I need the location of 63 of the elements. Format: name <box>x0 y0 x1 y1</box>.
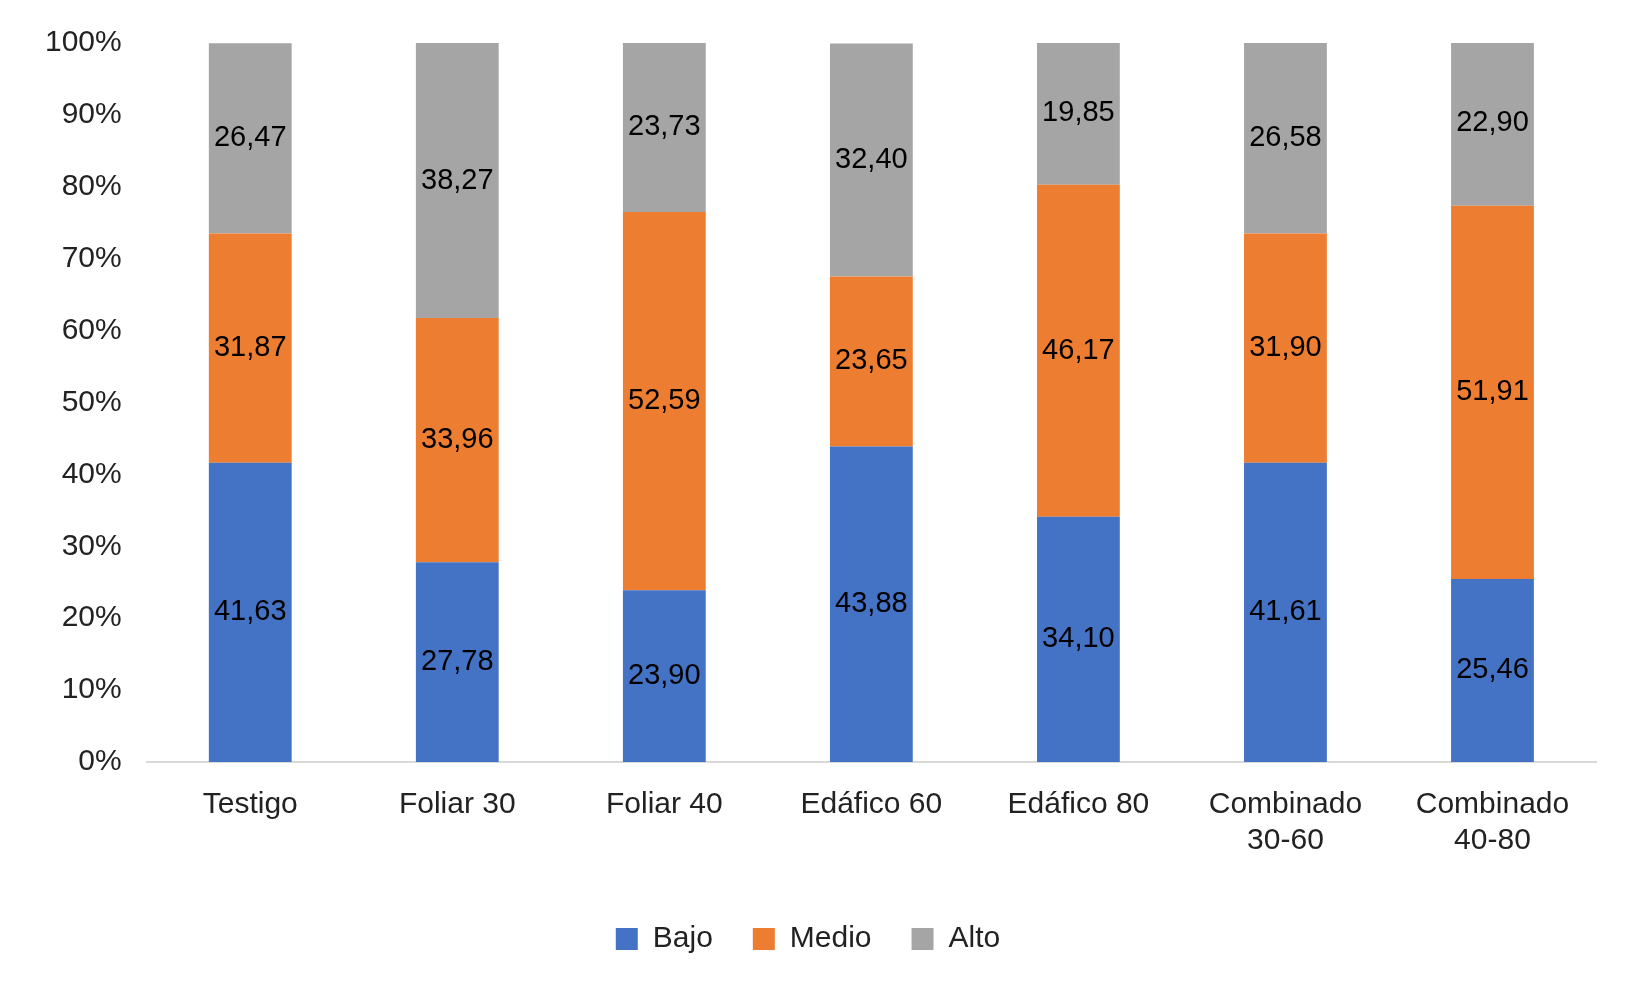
bar <box>208 233 292 463</box>
x-tick-label: Combinado 40-80 <box>1415 786 1570 856</box>
x-tick-label: Testigo <box>202 786 298 820</box>
y-tick-label: 30% <box>61 527 122 561</box>
bar <box>622 43 706 213</box>
bar <box>1451 205 1534 579</box>
data-label: 23,65 <box>835 343 908 376</box>
data-label: 32,40 <box>835 141 908 174</box>
bar <box>208 43 292 234</box>
legend-label: Bajo <box>652 920 713 954</box>
data-label: 46,17 <box>1042 332 1115 365</box>
bar <box>1036 516 1120 762</box>
bar <box>1244 233 1327 463</box>
y-tick-label: 60% <box>61 311 122 345</box>
data-label: 33,96 <box>421 422 494 455</box>
data-label: 23,73 <box>628 108 701 141</box>
bar <box>829 276 913 447</box>
y-tick-label: 10% <box>61 671 122 705</box>
data-label: 27,78 <box>421 644 494 677</box>
bar <box>1244 462 1327 762</box>
y-tick-label: 0% <box>78 743 122 777</box>
data-label: 34,10 <box>1042 621 1115 654</box>
data-label: 26,58 <box>1249 119 1322 152</box>
data-label: 41,63 <box>213 594 287 627</box>
data-label: 22,90 <box>1456 105 1529 138</box>
data-label: 52,59 <box>628 383 701 416</box>
x-tick-label: Combinado 30-60 <box>1208 786 1363 856</box>
y-tick-label: 80% <box>61 168 122 202</box>
bar <box>415 318 499 563</box>
data-label: 43,88 <box>835 586 908 619</box>
bar <box>415 43 499 319</box>
legend-label: Alto <box>948 920 1001 954</box>
data-label: 31,90 <box>1249 330 1322 363</box>
data-label: 51,91 <box>1456 374 1529 407</box>
data-label: 38,27 <box>421 162 494 195</box>
x-tick-label: Edáfico 60 <box>800 786 943 820</box>
y-tick-label: 90% <box>61 96 122 130</box>
bar <box>1036 43 1120 185</box>
bar <box>829 43 913 277</box>
data-label: 23,90 <box>628 658 701 691</box>
y-tick-label: 70% <box>61 239 122 273</box>
data-label: 25,46 <box>1456 652 1529 685</box>
bar <box>622 590 706 762</box>
bar <box>622 212 706 591</box>
legend-label: Medio <box>789 920 872 954</box>
bar <box>1244 43 1327 234</box>
y-tick-label: 40% <box>61 455 122 489</box>
y-tick-label: 20% <box>61 599 122 633</box>
y-tick-label: 50% <box>61 383 122 417</box>
data-label: 26,47 <box>213 120 287 153</box>
bar <box>1451 578 1534 762</box>
x-tick-label: Foliar 30 <box>398 786 516 820</box>
data-label: 31,87 <box>213 330 287 363</box>
data-label: 19,85 <box>1042 95 1115 128</box>
x-tick-label: Foliar 40 <box>605 786 723 820</box>
data-label: 41,61 <box>1249 594 1322 627</box>
y-tick-label: 100% <box>44 24 122 58</box>
bar <box>829 446 913 762</box>
bar <box>1036 184 1120 517</box>
bar <box>1451 43 1534 206</box>
x-tick-label: Edáfico 80 <box>1007 786 1150 820</box>
bar <box>208 462 292 762</box>
bar <box>415 562 499 762</box>
